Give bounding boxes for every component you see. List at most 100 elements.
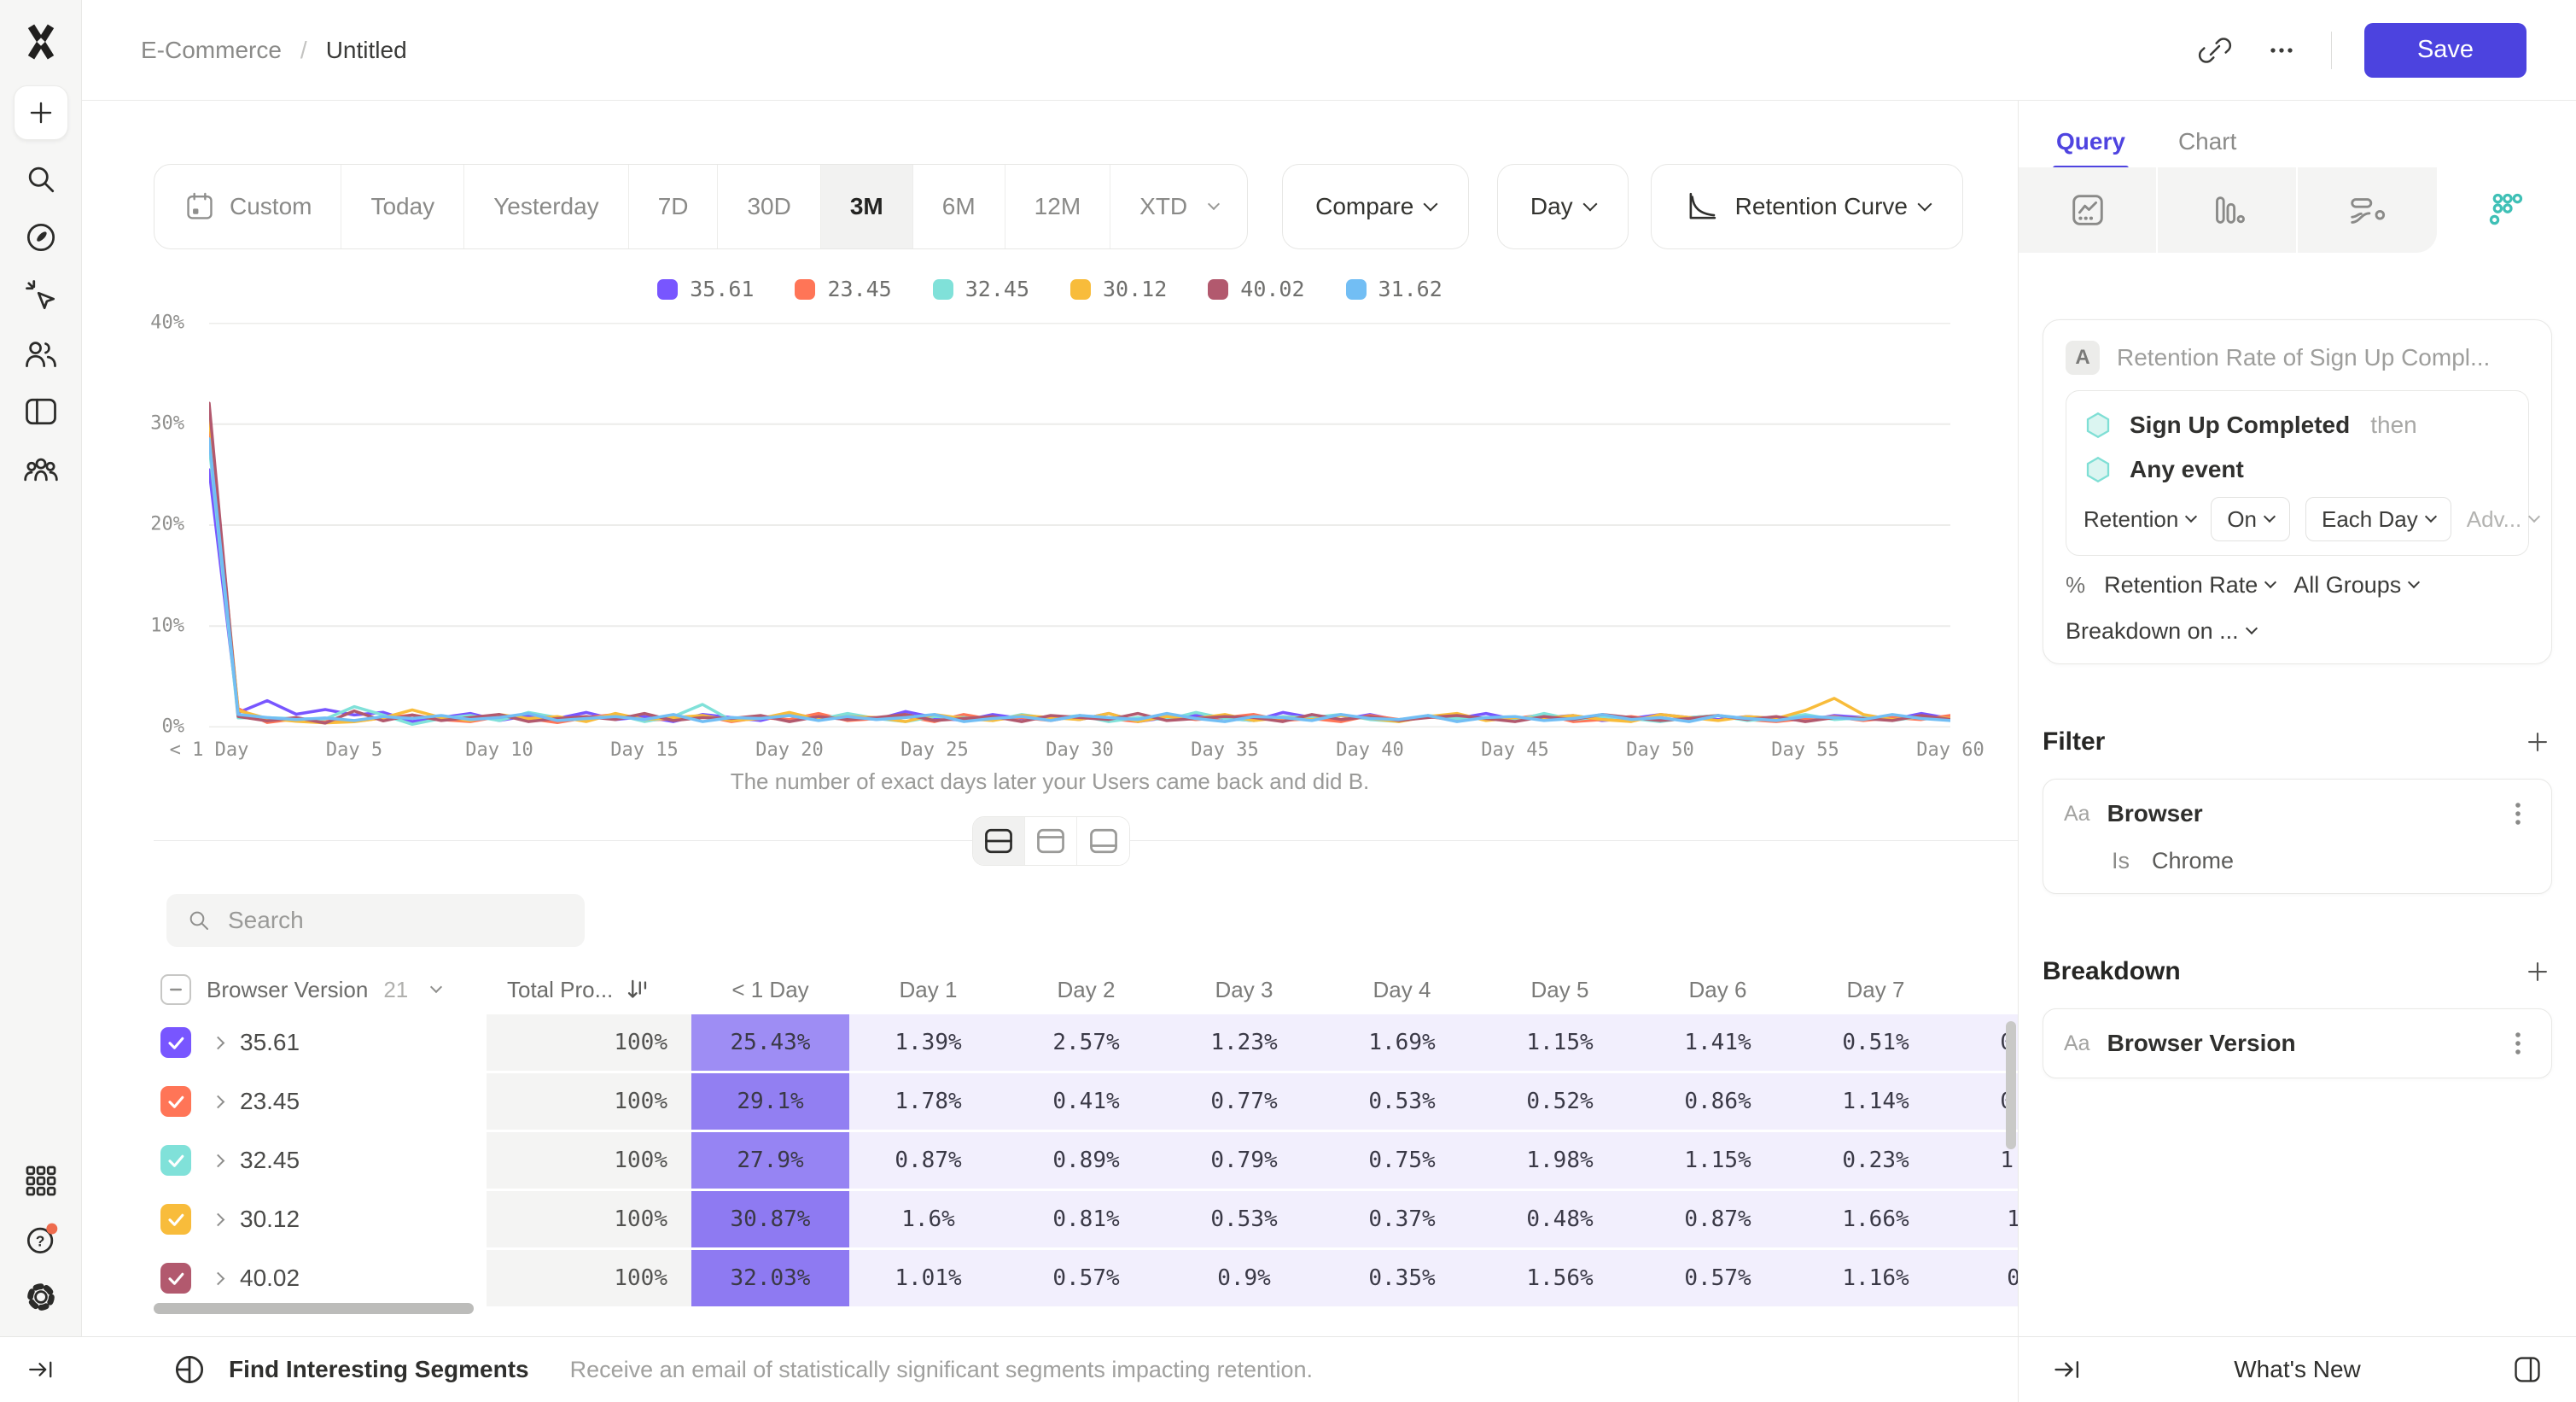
range-today[interactable]: Today — [341, 165, 465, 248]
retention-cell[interactable]: 1.66% — [1797, 1191, 1955, 1247]
event-step-a[interactable]: Sign Up Completed then — [2084, 403, 2511, 447]
groups-dropdown[interactable]: All Groups — [2293, 572, 2421, 599]
report-title[interactable]: Untitled — [325, 36, 407, 63]
app-logo-icon[interactable] — [21, 22, 61, 61]
breadcrumb-project[interactable]: E-Commerce — [141, 36, 282, 63]
on-dropdown[interactable]: On — [2211, 497, 2290, 541]
retention-cell[interactable]: 0.89% — [1007, 1132, 1165, 1189]
retention-cell[interactable]: 1.6% — [849, 1191, 1007, 1247]
day-column-header[interactable]: Day 5 — [1530, 976, 1589, 1002]
create-new-button[interactable] — [13, 85, 68, 140]
row-checkbox[interactable] — [160, 1027, 191, 1058]
collapse-panel-icon[interactable] — [2051, 1353, 2084, 1386]
search-nav-icon[interactable] — [22, 161, 60, 198]
retention-cell[interactable]: 0.48% — [1481, 1191, 1639, 1247]
chart-view-toggle[interactable] — [1025, 817, 1077, 865]
flows-report-button[interactable] — [2297, 167, 2437, 253]
legend-item[interactable]: 35.61 — [657, 277, 754, 301]
group-column-label[interactable]: Browser Version — [207, 976, 369, 1002]
range-6m[interactable]: 6M — [913, 165, 1005, 248]
legend-item[interactable]: 40.02 — [1208, 277, 1305, 301]
table-row[interactable]: 32.45 100% 27.9% 0.87% 0.89% 0.79% 0.75% 1.98% 1… — [154, 1132, 2018, 1189]
whats-new-link[interactable]: What's New — [2234, 1356, 2361, 1382]
range-30d[interactable]: 30D — [718, 165, 821, 248]
vertical-scrollbar[interactable] — [2006, 1021, 2016, 1149]
retention-cell[interactable]: 0.52% — [1481, 1073, 1639, 1130]
retention-cell[interactable]: 1.3% — [1955, 1191, 2018, 1247]
day-column-header[interactable]: Day 4 — [1373, 976, 1431, 1002]
table-row[interactable]: 40.02 100% 32.03% 1.01% 0.57% 0.9% 0.35% 1.56% 0… — [154, 1250, 2018, 1306]
retention-cell[interactable]: 0.37% — [1323, 1191, 1481, 1247]
event-a-name[interactable]: Sign Up Completed — [2130, 412, 2351, 438]
table-row[interactable]: 23.45 100% 29.1% 1.78% 0.41% 0.77% 0.53% 0.52% 0… — [154, 1073, 2018, 1130]
retention-cell[interactable]: 1.16% — [1797, 1250, 1955, 1306]
legend-item[interactable]: 31.62 — [1345, 277, 1442, 301]
filter-menu-icon[interactable] — [2505, 798, 2531, 829]
advanced-dropdown[interactable]: Adv... — [2467, 506, 2541, 533]
retention-cell[interactable]: 25.43% — [691, 1014, 849, 1071]
compare-button[interactable]: Compare — [1282, 164, 1470, 249]
tab-query[interactable]: Query — [2053, 128, 2129, 171]
event-b-name[interactable]: Any event — [2130, 456, 2244, 482]
legend-item[interactable]: 32.45 — [932, 277, 1029, 301]
select-all-checkbox[interactable] — [160, 974, 191, 1005]
filter-value[interactable]: Chrome — [2152, 848, 2235, 873]
search-input[interactable] — [228, 907, 566, 934]
legend-item[interactable]: 30.12 — [1070, 277, 1167, 301]
filter-property-name[interactable]: Browser — [2107, 800, 2203, 827]
day-column-header[interactable]: Day 6 — [1688, 976, 1747, 1002]
table-row[interactable]: 30.12 100% 30.87% 1.6% 0.81% 0.53% 0.37% 0.48% 0… — [154, 1191, 2018, 1247]
retention-cell[interactable]: 1.14% — [1797, 1073, 1955, 1130]
expand-row-icon[interactable] — [211, 1036, 225, 1049]
table-row[interactable]: 35.61 100% 25.43% 1.39% 2.57% 1.23% 1.69% 1.15%… — [154, 1014, 2018, 1071]
expand-row-icon[interactable] — [211, 1154, 225, 1167]
tab-chart[interactable]: Chart — [2177, 128, 2237, 155]
filter-property-row[interactable]: Aa Browser — [2064, 798, 2531, 829]
add-filter-button[interactable] — [2523, 727, 2552, 756]
range-7d[interactable]: 7D — [629, 165, 719, 248]
retention-cell[interactable]: 0.57% — [1007, 1250, 1165, 1306]
save-button[interactable]: Save — [2364, 22, 2526, 78]
retention-cell[interactable]: 1.23% — [1165, 1014, 1323, 1071]
chart-type-button[interactable]: Retention Curve — [1650, 164, 1963, 249]
retention-cell[interactable]: 0.77% — [1165, 1073, 1323, 1130]
add-breakdown-button[interactable] — [2523, 957, 2552, 986]
apps-grid-icon[interactable] — [22, 1162, 60, 1200]
insights-report-button[interactable] — [2019, 167, 2159, 253]
find-segments-button[interactable]: Find Interesting Segments — [229, 1356, 529, 1382]
total-column-header[interactable]: Total Pro... — [487, 975, 691, 1004]
retention-cell[interactable]: 0.86% — [1639, 1073, 1797, 1130]
range-3m[interactable]: 3M — [820, 165, 913, 248]
more-options-icon[interactable] — [2264, 33, 2299, 67]
retention-cell[interactable]: 1.01% — [849, 1250, 1007, 1306]
retention-cell[interactable]: 27.9% — [691, 1132, 849, 1189]
panel-layout-icon[interactable] — [2511, 1353, 2544, 1386]
retention-cell[interactable]: 2.57% — [1007, 1014, 1165, 1071]
retention-cell[interactable]: 32.03% — [691, 1250, 849, 1306]
day-column-header[interactable]: Day 2 — [1057, 976, 1116, 1002]
retention-cell[interactable]: 0.57% — [1639, 1250, 1797, 1306]
breakdown-menu-icon[interactable] — [2505, 1028, 2531, 1059]
breakdown-on-dropdown[interactable]: Breakdown on ... — [2066, 618, 2258, 645]
expand-row-icon[interactable] — [211, 1212, 225, 1226]
day-column-header[interactable]: Day 7 — [1846, 976, 1905, 1002]
range-custom[interactable]: Custom — [154, 165, 342, 248]
retention-cell[interactable]: 1.69% — [1323, 1014, 1481, 1071]
legend-item[interactable]: 23.45 — [795, 277, 892, 301]
retention-cell[interactable]: 30.87% — [691, 1191, 849, 1247]
retention-cell[interactable]: 0.79% — [1165, 1132, 1323, 1189]
horizontal-scrollbar[interactable] — [154, 1303, 474, 1314]
series-line-23.45[interactable] — [209, 431, 1950, 725]
retention-cell[interactable]: 1.39% — [849, 1014, 1007, 1071]
event-step-b[interactable]: Any event — [2084, 447, 2511, 492]
series-line-35.61[interactable] — [209, 468, 1950, 723]
retention-cell[interactable]: 0.53% — [1323, 1073, 1481, 1130]
split-view-toggle[interactable] — [973, 817, 1025, 865]
retention-mode-dropdown[interactable]: Retention — [2084, 506, 2198, 533]
table-group-header[interactable]: Browser Version 21 — [154, 974, 487, 1005]
retention-report-button[interactable] — [2436, 167, 2576, 253]
retention-cell[interactable]: 1.41% — [1639, 1014, 1797, 1071]
filter-operator[interactable]: Is — [2112, 848, 2130, 873]
settings-gear-icon[interactable] — [22, 1278, 60, 1316]
expand-row-icon[interactable] — [211, 1271, 225, 1285]
